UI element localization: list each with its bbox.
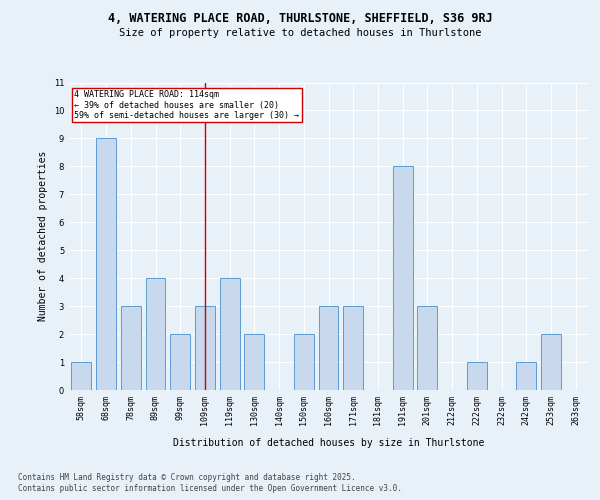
Bar — [244, 334, 264, 390]
Bar — [393, 166, 413, 390]
Bar — [418, 306, 437, 390]
Bar — [343, 306, 363, 390]
Bar — [319, 306, 338, 390]
Bar — [170, 334, 190, 390]
Bar — [71, 362, 91, 390]
Bar — [220, 278, 239, 390]
Text: Size of property relative to detached houses in Thurlstone: Size of property relative to detached ho… — [119, 28, 481, 38]
Bar — [96, 138, 116, 390]
Bar — [146, 278, 166, 390]
Bar — [541, 334, 561, 390]
Text: 4, WATERING PLACE ROAD, THURLSTONE, SHEFFIELD, S36 9RJ: 4, WATERING PLACE ROAD, THURLSTONE, SHEF… — [107, 12, 493, 26]
Bar — [467, 362, 487, 390]
Bar — [517, 362, 536, 390]
Bar — [121, 306, 140, 390]
Text: Contains HM Land Registry data © Crown copyright and database right 2025.: Contains HM Land Registry data © Crown c… — [18, 472, 356, 482]
Y-axis label: Number of detached properties: Number of detached properties — [38, 151, 48, 322]
Text: 4 WATERING PLACE ROAD: 114sqm
← 39% of detached houses are smaller (20)
59% of s: 4 WATERING PLACE ROAD: 114sqm ← 39% of d… — [74, 90, 299, 120]
Text: Distribution of detached houses by size in Thurlstone: Distribution of detached houses by size … — [173, 438, 484, 448]
Bar — [294, 334, 314, 390]
Bar — [195, 306, 215, 390]
Text: Contains public sector information licensed under the Open Government Licence v3: Contains public sector information licen… — [18, 484, 402, 493]
